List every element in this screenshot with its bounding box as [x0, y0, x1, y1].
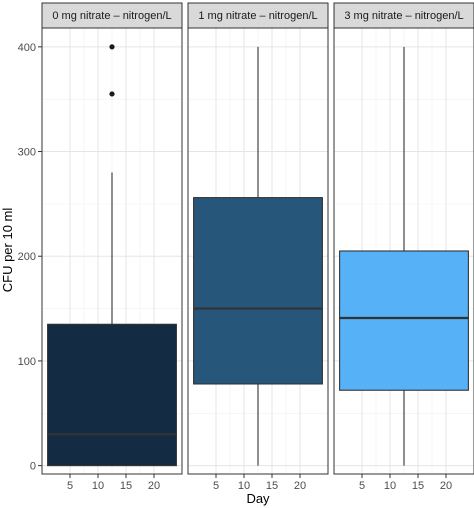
panel-border [333, 27, 474, 475]
facet-strip [187, 2, 329, 29]
x-tick-label: 15 [120, 480, 132, 492]
x-tick-label: 20 [294, 480, 306, 492]
facet-strip-label: 1 mg nitrate – nitrogen/L [198, 10, 317, 22]
box-body [193, 197, 323, 385]
facet-strip-label: 3 mg nitrate – nitrogen/L [344, 10, 463, 22]
y-tick-label: 200 [18, 251, 36, 263]
facet-panel: 1 mg nitrate – nitrogen/L 5 10 15 20 [187, 2, 329, 492]
x-tick-label: 15 [412, 480, 424, 492]
x-axis-title: Day [246, 491, 270, 506]
x-tick-label: 10 [92, 480, 104, 492]
box-body [47, 323, 177, 467]
x-tick-label: 20 [148, 480, 160, 492]
outlier-point [109, 44, 115, 50]
panel-border [41, 27, 183, 475]
x-tick-label: 10 [384, 480, 396, 492]
y-tick-label: 400 [18, 42, 36, 54]
x-tick-label: 5 [67, 480, 73, 492]
x-tick-label: 10 [238, 480, 250, 492]
panel-border [187, 27, 329, 475]
x-tick-label: 5 [213, 480, 219, 492]
x-tick-label: 20 [440, 480, 452, 492]
x-tick-label: 5 [359, 480, 365, 492]
facet-strip-label: 0 mg nitrate – nitrogen/L [52, 10, 171, 22]
facet-strip [41, 2, 183, 29]
box-body [339, 250, 469, 391]
facet-panel: 0 mg nitrate – nitrogen/L 5 10 15 20 [41, 2, 183, 492]
y-axis-title: CFU per 10 ml [0, 208, 15, 293]
y-tick-label: 300 [18, 147, 36, 159]
y-tick-label: 0 [30, 461, 36, 473]
y-tick-label: 100 [18, 356, 36, 368]
x-tick-label: 15 [266, 480, 278, 492]
facet-panel: 3 mg nitrate – nitrogen/L 5 10 15 20 [333, 2, 474, 492]
outlier-point [109, 91, 115, 97]
